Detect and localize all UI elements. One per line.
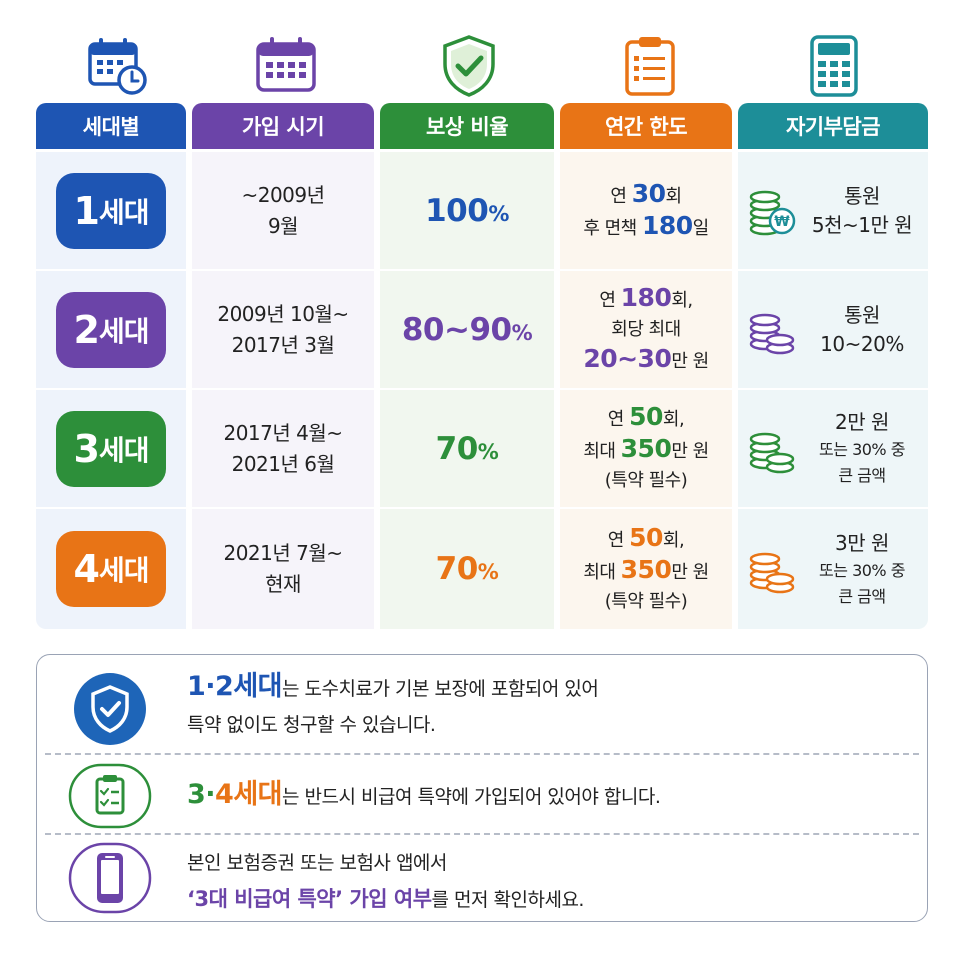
period-cell: ~2009년 9월 [192,152,374,269]
header-rate: 보상 비율 [380,103,554,149]
shield-check-icon [443,35,495,97]
header-generation: 세대별 [36,103,186,149]
calendar-clock-icon [88,38,147,95]
table-row-gen2-badge-cell: 2 세대 [36,271,186,388]
generation-badge: 3 세대 [56,410,166,487]
smartphone-icon [68,842,152,914]
table-row-gen4-badge-cell: 4 세대 [36,509,186,629]
limit-cell: 연 50회, 최대 350만 원 (특약 필수) [560,390,732,507]
generation-badge: 2 세대 [56,291,166,368]
generation-badge: 4 세대 [56,531,166,607]
note-text-3: 본인 보험증권 또는 보험사 앱에서 ‘3대 비급여 특약’ 가입 여부를 먼저… [187,852,584,911]
calculator-icon [810,35,858,97]
rate-cell: 70% [380,509,554,629]
coins-icon [749,552,795,594]
deductible-cell: ₩ 통원 5천~1만 원 [738,152,928,269]
table-row-gen3-badge-cell: 3 세대 [36,390,186,507]
generation-badge: 1 세대 [56,172,166,249]
limit-cell: 연 180회, 회당 최대 20~30만 원 [560,271,732,388]
note-icon-wrap [67,761,153,831]
period-cell: 2009년 10월~ 2017년 3월 [192,271,374,388]
rate-cell: 80~90% [380,271,554,388]
period-cell: 2021년 7월~ 현재 [192,509,374,629]
coins-icon [749,432,795,473]
rate-cell: 70% [380,390,554,507]
coins-icon [749,313,795,354]
header-period: 가입 시기 [192,103,374,149]
svg-text:₩: ₩ [774,214,790,230]
header-icons-row [0,34,966,100]
limit-cell: 연 30회 후 면책 180일 [560,152,732,269]
calendar-icon [256,37,316,92]
clipboard-list-icon [625,37,675,96]
shield-check-icon [74,673,146,745]
divider [45,753,919,755]
coins-won-icon: ₩ [749,190,796,235]
table-row-gen1-badge-cell: 1 세대 [36,152,186,269]
note-icon-wrap [67,841,153,915]
clipboard-check-icon [68,763,152,829]
note-icon-wrap [67,671,153,747]
note-text-2: 3·4세대는 반드시 비급여 특약에 가입되어 있어야 합니다. [187,779,661,810]
deductible-cell: 통원 10~20% [738,271,928,388]
rate-cell: 100% [380,152,554,269]
divider [45,833,919,835]
header-deductible: 자기부담금 [738,103,928,149]
notes-box: 1·2세대는 도수치료가 기본 보장에 포함되어 있어 특약 없이도 청구할 수… [36,654,928,922]
limit-cell: 연 50회, 최대 350만 원 (특약 필수) [560,509,732,629]
period-cell: 2017년 4월~ 2021년 6월 [192,390,374,507]
note-text-1: 1·2세대는 도수치료가 기본 보장에 포함되어 있어 특약 없이도 청구할 수… [187,671,599,736]
header-limit: 연간 한도 [560,103,732,149]
